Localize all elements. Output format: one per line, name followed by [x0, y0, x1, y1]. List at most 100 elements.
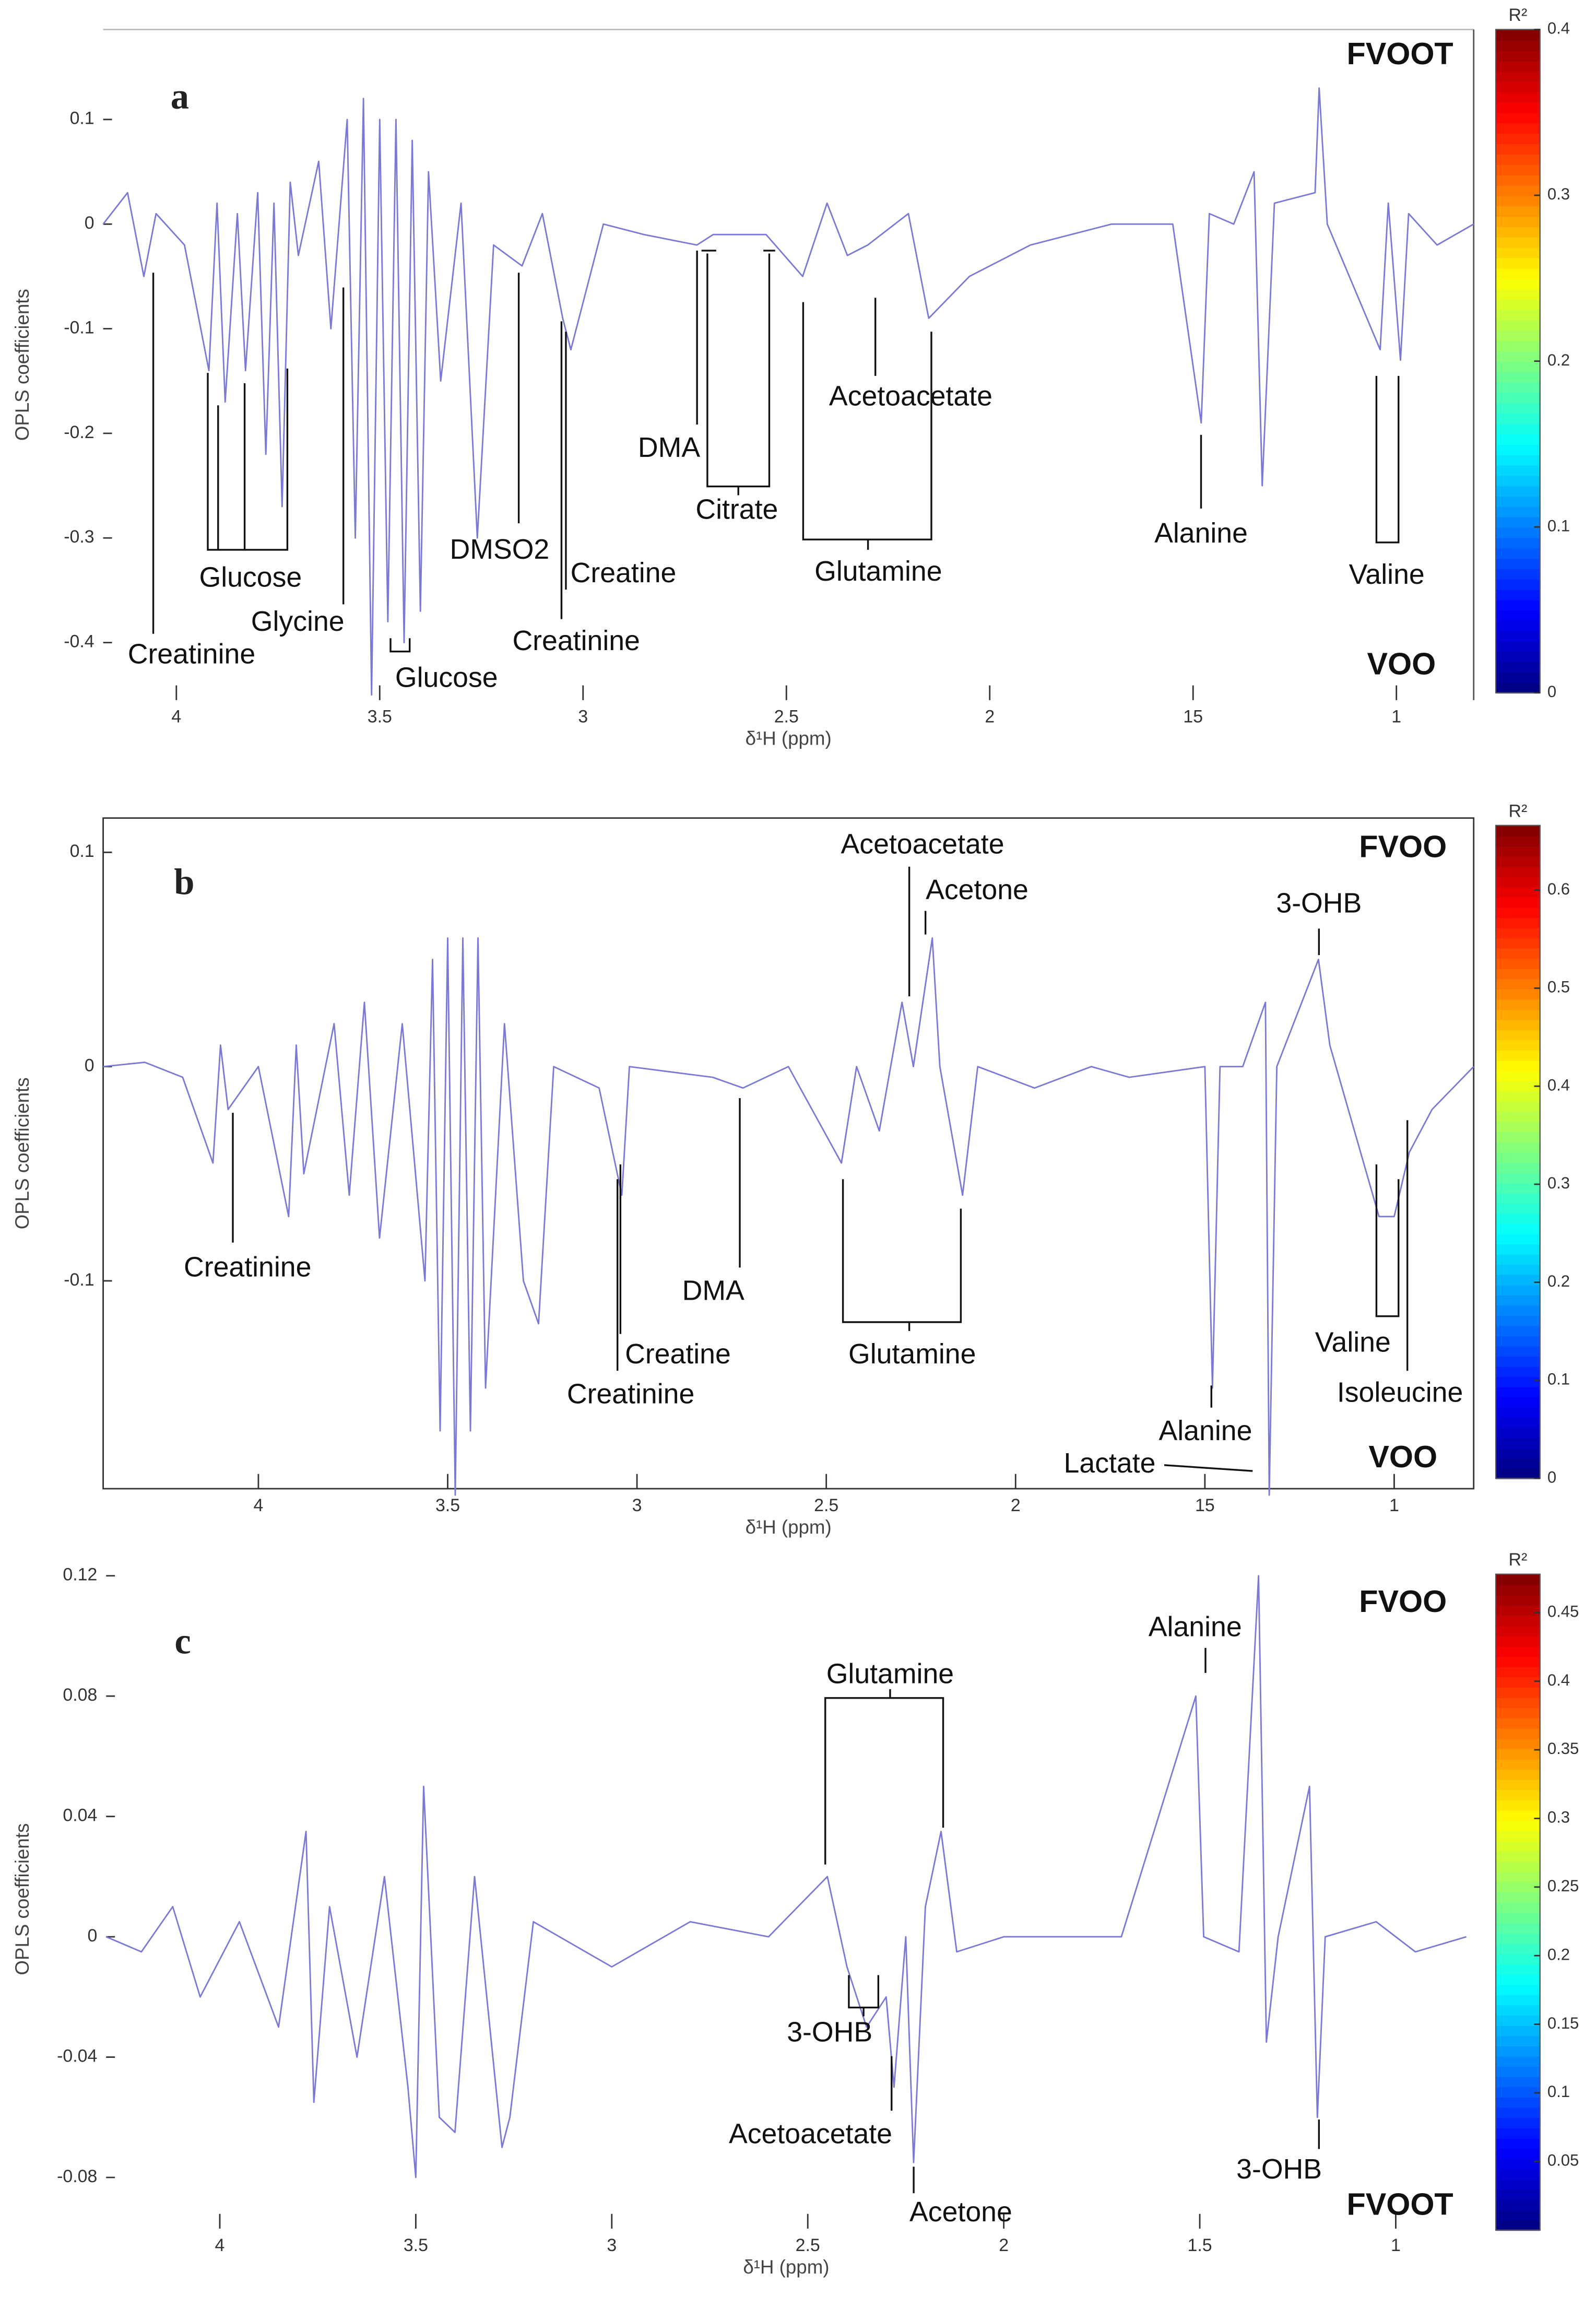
- colorbar-tick-label: 0.2: [1547, 1272, 1570, 1290]
- colorbar-cell: [1496, 1264, 1540, 1275]
- colorbar-cell: [1496, 143, 1540, 155]
- colorbar-cell: [1496, 1912, 1540, 1924]
- colorbar-tick-label: 0.35: [1547, 1739, 1579, 1758]
- colorbar-tick-label: 0.6: [1547, 880, 1570, 898]
- peak-annotation: Creatinine: [567, 1378, 694, 1409]
- colorbar-cell: [1496, 589, 1540, 600]
- colorbar-cell: [1496, 2127, 1540, 2139]
- colorbar-cell: [1496, 2107, 1540, 2118]
- y-tick-label: 0.12: [63, 1565, 97, 1585]
- colorbar-cell: [1496, 527, 1540, 538]
- leader-line: [802, 302, 932, 540]
- peak-annotation: 3-OHB: [787, 2017, 872, 2048]
- colorbar-cell: [1496, 350, 1540, 362]
- group-label-bottom: FVOOT: [1347, 2186, 1453, 2221]
- peak-annotation: Acetone: [926, 874, 1028, 905]
- colorbar-cell: [1496, 506, 1540, 517]
- colorbar-cell: [1496, 330, 1540, 341]
- x-tick-label: 15: [1183, 707, 1203, 727]
- peak-annotation: Acetoacetate: [729, 2118, 892, 2149]
- colorbar-cell: [1496, 620, 1540, 632]
- colorbar-cell: [1496, 1182, 1540, 1194]
- colorbar-cell: [1496, 978, 1540, 990]
- colorbar-cell: [1496, 112, 1540, 124]
- y-tick-label: -0.2: [64, 422, 94, 442]
- x-tick-label: 1.5: [1188, 2235, 1212, 2255]
- colorbar-cell: [1496, 1892, 1540, 1903]
- colorbar-cell: [1496, 1417, 1540, 1428]
- colorbar-cell: [1496, 2158, 1540, 2170]
- peak-annotation: DMA: [638, 432, 700, 463]
- leader-line: [842, 1179, 962, 1323]
- colorbar-cell: [1496, 1366, 1540, 1377]
- colorbar-cell: [1496, 1779, 1540, 1791]
- colorbar-cell: [1496, 1203, 1540, 1214]
- x-tick-label: 3.5: [368, 707, 392, 727]
- colorbar-cell: [1496, 475, 1540, 487]
- colorbar-cell: [1496, 1717, 1540, 1729]
- colorbar-cell: [1496, 1922, 1540, 1934]
- colorbar-cell: [1496, 1172, 1540, 1184]
- colorbar-cell: [1496, 547, 1540, 559]
- colorbar-cell: [1496, 2015, 1540, 2026]
- y-tick-label: 0: [87, 1926, 97, 1946]
- colorbar-cell: [1496, 154, 1540, 165]
- y-tick-label: -0.4: [64, 632, 94, 652]
- colorbar-tick-label: 0: [1547, 682, 1556, 701]
- colorbar-cell: [1496, 1615, 1540, 1627]
- colorbar-cell: [1496, 886, 1540, 898]
- colorbar-cell: [1496, 29, 1540, 41]
- colorbar-cell: [1496, 917, 1540, 928]
- colorbar-cell: [1496, 1151, 1540, 1163]
- peak-annotation: Creatine: [571, 557, 677, 588]
- colorbar-cell: [1496, 361, 1540, 372]
- colorbar-tick-label: 0.5: [1547, 978, 1570, 996]
- peak-annotation: 3-OHB: [1276, 887, 1362, 918]
- colorbar-cell: [1496, 937, 1540, 949]
- colorbar-cell: [1496, 537, 1540, 549]
- x-tick-label: 4: [215, 2235, 225, 2255]
- colorbar-cell: [1496, 1213, 1540, 1224]
- colorbar-cell: [1496, 1625, 1540, 1636]
- colorbar-cell: [1496, 2148, 1540, 2159]
- colorbar-tick-label: 0.1: [1547, 516, 1570, 535]
- colorbar-tick-label: 0.4: [1547, 19, 1570, 38]
- colorbar-frame: [1495, 825, 1541, 1479]
- colorbar-cell: [1496, 1902, 1540, 1913]
- colorbar-cell: [1496, 2045, 1540, 2057]
- colorbar-cell: [1496, 1984, 1540, 1995]
- leader-line: [848, 1975, 880, 2009]
- peak-annotation: Glycine: [251, 606, 345, 637]
- colorbar-cell: [1496, 1738, 1540, 1749]
- y-tick-label: 0: [85, 213, 94, 233]
- colorbar-cell: [1496, 123, 1540, 134]
- colorbar-cell: [1496, 1427, 1540, 1439]
- colorbar-cell: [1496, 516, 1540, 528]
- colorbar-cell: [1496, 2199, 1540, 2210]
- colorbar-tick-label: 0.4: [1547, 1671, 1570, 1689]
- colorbar-cell: [1496, 444, 1540, 455]
- colorbar-cell: [1496, 205, 1540, 217]
- colorbar-cell: [1496, 2087, 1540, 2098]
- colorbar-cell: [1496, 1254, 1540, 1265]
- colorbar-cell: [1496, 1356, 1540, 1367]
- colorbar-cell: [1496, 1029, 1540, 1041]
- colorbar-cell: [1496, 958, 1540, 969]
- colorbar-cell: [1496, 968, 1540, 980]
- colorbar-cell: [1496, 1070, 1540, 1081]
- colorbar-cell: [1496, 70, 1540, 83]
- leader-line: [1375, 375, 1400, 544]
- colorbar-cell: [1496, 1060, 1540, 1071]
- peak-annotation: Acetoacetate: [829, 380, 992, 411]
- colorbar-cell: [1496, 1223, 1540, 1234]
- panel-label: a: [171, 76, 189, 117]
- colorbar-cell: [1496, 866, 1540, 877]
- colorbar-cell: [1496, 392, 1540, 404]
- colorbar-tick-label: 0.2: [1547, 1945, 1570, 1963]
- colorbar-cell: [1496, 1325, 1540, 1337]
- x-tick-label: 2.5: [796, 2235, 820, 2255]
- colorbar-cell: [1496, 1243, 1540, 1255]
- colorbar-cell: [1496, 988, 1540, 1000]
